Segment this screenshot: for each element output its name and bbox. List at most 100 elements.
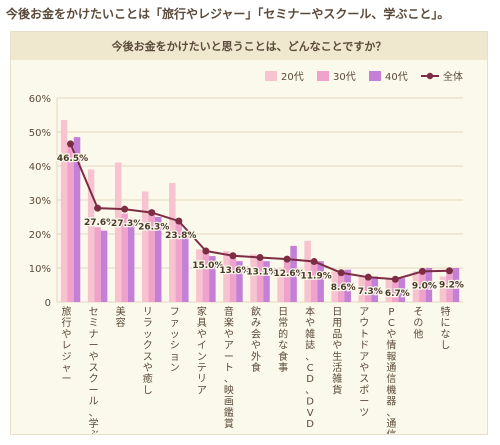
x-tick-label-char: の [413,318,423,329]
x-tick-label-char: 貨 [332,383,342,396]
x-tick-label-char: ー [89,385,99,396]
x-tick-label-char: ル [89,397,99,408]
data-label: 13.1% [246,267,277,277]
total-marker [364,273,372,281]
legend-swatch [317,71,329,81]
total-marker [202,247,210,255]
total-marker [175,217,183,225]
x-tick-label-char: ス [143,352,153,363]
x-tick-label-char: ャ [62,363,72,374]
x-tick-label-char: 美 [116,305,126,318]
x-tick-label-char: ア [224,341,234,352]
y-tick-label: 10% [29,264,51,275]
bar [439,276,447,302]
x-tick-label-char: 、 [305,385,315,396]
y-tick-label: 30% [29,196,51,207]
data-label: 13.6% [219,266,250,276]
x-tick-label-char: ア [359,352,369,363]
total-marker [229,252,237,260]
x-tick-label-char: や [89,351,99,363]
bar [425,268,433,302]
x-tick-label-char: レ [62,341,72,352]
bar [121,213,128,302]
x-tick-label-char: ツ [359,408,369,419]
bar [317,261,324,302]
total-marker [391,275,399,283]
x-tick-label-char: に [440,317,450,329]
x-tick-label-char: 常 [278,316,288,329]
x-tick-label-char: 旅 [62,305,72,318]
x-tick-label-char: ナ [89,328,99,340]
x-tick-label-char: 癒 [143,372,153,385]
x-tick-label-char: ア [359,307,369,318]
bar [94,227,101,302]
bar [236,261,243,302]
x-tick-label-char: や [251,340,261,352]
x-tick-label-char: ア [197,385,207,396]
bar [392,279,399,302]
x-tick-label-char: シ [170,341,180,352]
bar [60,120,68,302]
x-tick-label-char: 品 [332,328,342,340]
total-marker [337,269,345,277]
x-tick-label-char: 行 [62,316,72,329]
bar [385,278,393,302]
bar [331,271,338,302]
bar [419,273,426,302]
y-tick-label: 60% [29,94,51,105]
x-tick-label-char: 具 [197,317,207,329]
data-label: 27.6% [84,218,115,228]
x-tick-label-char: 通 [386,362,396,374]
x-tick-label-char: 機 [386,383,396,396]
x-tick-label-char: 、 [305,352,315,363]
data-label: 9.2% [439,281,464,291]
bar [202,251,210,302]
bar [250,254,257,302]
x-tick-label-char: 本 [305,305,315,318]
x-tick-label-char: フ [170,307,180,318]
bar [452,268,460,302]
x-tick-label-char: や [386,328,396,340]
x-tick-label-char: ッ [143,329,153,340]
x-tick-label-char: や [305,317,315,329]
x-tick-label-char: テ [197,363,207,374]
x-tick-label-char: 他 [413,327,423,340]
bar [398,278,406,302]
x-tick-label-char: イ [197,341,207,352]
bar-line-chart: 0 10% 20% 30% 40% 50% 60% 20代 30代 40代 全体 46.5% 27.6%… [29,70,465,434]
y-tick-label: 0 [45,298,51,309]
x-tick-label-char: み [251,318,261,329]
x-tick-label-char: ン [170,363,180,374]
total-marker [121,205,129,213]
x-tick-label-char: 映 [224,384,234,396]
x-tick-label-char: ト [224,363,234,374]
x-tick-label-char: 楽 [224,316,234,329]
x-tick-label-char: 特 [440,306,450,318]
x-tick-label-char: な [440,328,450,340]
data-label: 12.6% [273,269,304,279]
y-tick-label: 40% [29,162,51,173]
x-tick-label-char: 信 [386,429,396,434]
bar [446,269,453,302]
x-tick-label-char: 会 [251,327,261,340]
x-tick-label-char: 雑 [305,327,315,340]
x-tick-label-char: 生 [332,350,342,363]
x-tick-label-char: ラ [143,317,153,329]
x-tick-label-char: 雑 [332,372,342,385]
x-tick-label-char: や [359,362,369,374]
x-tick-label-char: C [307,363,314,374]
data-label: 26.3% [138,223,169,233]
x-tick-label-char: ァ [170,318,180,329]
bar [196,249,203,302]
total-marker [256,253,264,261]
x-tick-label-char: や [332,340,342,352]
data-label: 9.0% [412,281,437,291]
x-tick-label-char: リ [143,307,153,318]
x-tick-label-char: D [306,397,314,408]
bar [229,257,237,302]
bar [283,259,291,302]
x-tick-label-char: 用 [332,318,342,329]
x-tick-label-char: 通 [386,418,396,430]
x-tick-label-char: し [143,384,153,396]
